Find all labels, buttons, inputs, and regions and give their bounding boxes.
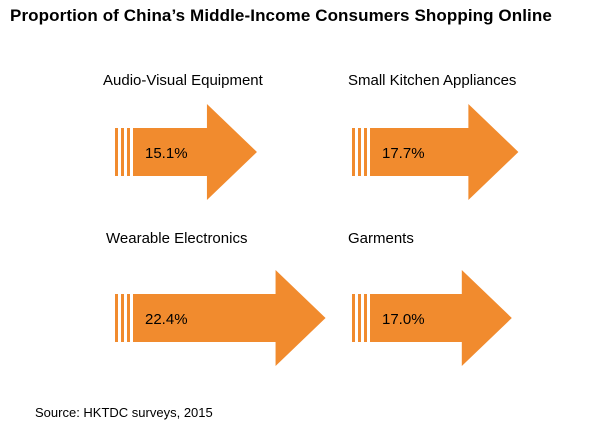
- arrow-tail-stripe: [115, 128, 118, 176]
- arrow-bar: [133, 104, 257, 200]
- arrow-tail-stripe: [358, 294, 361, 342]
- category-label-small-kitchen: Small Kitchen Appliances: [348, 72, 517, 89]
- arrow-tail-stripe: [364, 128, 367, 176]
- value-label-small-kitchen: 17.7%: [382, 145, 425, 162]
- value-label-audio-visual: 15.1%: [145, 145, 188, 162]
- arrow-tail-stripe: [127, 294, 130, 342]
- arrow-bar: [133, 270, 326, 366]
- arrow-tail-stripe: [352, 128, 355, 176]
- arrow-tail-stripe: [121, 128, 124, 176]
- arrow-tail-stripe: [115, 294, 118, 342]
- arrow-mark-garments: 17.0%: [352, 270, 512, 366]
- arrow-mark-wearable: 22.4%: [115, 270, 326, 366]
- value-label-garments: 17.0%: [382, 311, 425, 328]
- chart-title: Proportion of China’s Middle-Income Cons…: [10, 6, 552, 25]
- arrow-tail-stripe: [358, 128, 361, 176]
- arrow-mark-small-kitchen: 17.7%: [352, 104, 519, 200]
- arrow-bar: [370, 270, 512, 366]
- category-label-wearable: Wearable Electronics: [106, 230, 248, 247]
- arrow-tail-stripe: [364, 294, 367, 342]
- arrow-tail-stripe: [127, 128, 130, 176]
- arrow-mark-audio-visual: 15.1%: [115, 104, 257, 200]
- category-label-garments: Garments: [348, 230, 414, 247]
- arrow-tail-stripe: [121, 294, 124, 342]
- value-label-wearable: 22.4%: [145, 311, 188, 328]
- arrow-tail-stripe: [352, 294, 355, 342]
- source-note: Source: HKTDC surveys, 2015: [35, 405, 213, 420]
- arrow-bar: [370, 104, 519, 200]
- category-label-audio-visual: Audio-Visual Equipment: [103, 72, 263, 89]
